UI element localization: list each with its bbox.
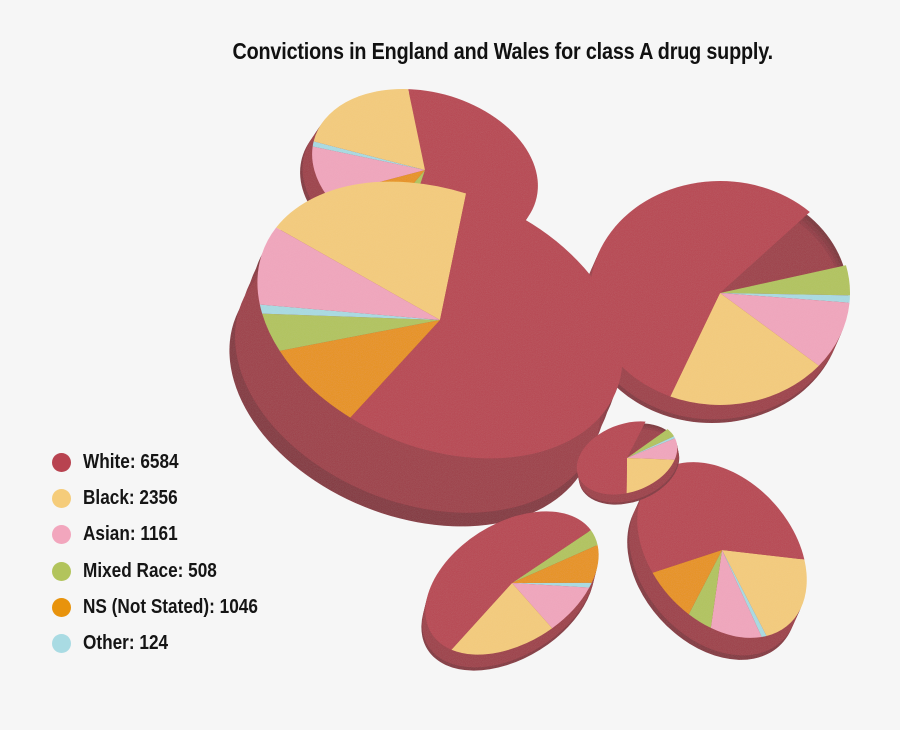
legend-label: Asian: 1161: [83, 523, 178, 546]
legend-swatch: [52, 452, 71, 472]
legend-label: Black: 2356: [83, 486, 178, 509]
pie-slice-white: [350, 193, 623, 459]
legend-swatch: [52, 488, 71, 508]
chart-title: Convictions in England and Wales for cla…: [232, 38, 773, 64]
pie-slice-white: [576, 421, 646, 495]
legend-item: Mixed Race: 508: [52, 553, 286, 589]
pie-slice-white: [637, 462, 805, 573]
pie-3: [229, 181, 623, 527]
pie-slice-asian: [257, 227, 440, 320]
pie-slice-mixed-race: [512, 530, 598, 583]
pie-slice-mixed-race: [262, 313, 440, 351]
legend-label: Other: 124: [83, 632, 169, 655]
pie-slice-other: [512, 582, 592, 588]
pie-slice-asian: [720, 293, 850, 366]
legend-swatch: [52, 561, 71, 581]
legend-swatch: [52, 597, 71, 617]
pie-slice-other: [722, 550, 767, 637]
pie-2: [582, 181, 850, 423]
pie-slice-ns-not-stated-: [279, 320, 440, 418]
pie-slice-black: [722, 550, 807, 636]
pie-slice-asian: [710, 550, 762, 638]
pie-slice-other: [627, 436, 676, 458]
pie-slice-asian: [512, 583, 590, 629]
pie-slice-asian: [627, 438, 678, 460]
pie-slice-white: [590, 181, 810, 397]
pie-slice-black: [451, 583, 553, 655]
pie-slice-black: [626, 458, 675, 494]
pie-slice-mixed-race: [627, 429, 674, 458]
pie-slice-mixed-race: [688, 550, 722, 628]
pie-slice-ns-not-stated-: [512, 545, 599, 583]
legend-swatch: [52, 525, 71, 545]
pie-slice-asian: [312, 146, 425, 196]
pie-slice-other: [720, 293, 850, 303]
pie-slice-black: [670, 293, 819, 405]
pie-slice-black: [276, 181, 467, 320]
pie-6: [576, 421, 680, 505]
pie-5: [627, 462, 807, 660]
legend-item: Asian: 1161: [52, 517, 286, 553]
pie-slice-other: [312, 141, 425, 170]
pie-4: [421, 511, 599, 671]
pie-slice-black: [313, 88, 425, 170]
pie-slice-white: [425, 511, 591, 650]
legend-swatch: [52, 634, 71, 654]
legend-label: Mixed Race: 508: [83, 559, 217, 582]
pie-slice-mixed-race: [720, 265, 850, 296]
legend-label: White: 6584: [83, 450, 179, 473]
pie-slice-ns-not-stated-: [652, 550, 722, 615]
legend-label: NS (Not Stated): 1046: [83, 595, 258, 618]
legend: White: 6584 Black: 2356 Asian: 1161 Mixed R…: [52, 444, 286, 662]
legend-item: White: 6584: [52, 444, 286, 480]
legend-item: NS (Not Stated): 1046: [52, 589, 286, 625]
legend-item: Black: 2356: [52, 480, 286, 516]
legend-item: Other: 124: [52, 625, 286, 661]
